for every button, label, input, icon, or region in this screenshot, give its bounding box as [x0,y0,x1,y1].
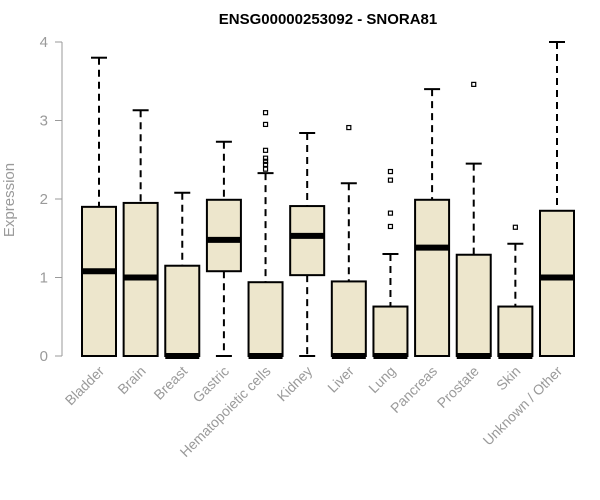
x-category-label: Kidney [274,363,316,405]
box-bladder [81,56,117,357]
box-skin [497,224,534,359]
iqr-box [205,198,242,273]
x-category-label: Liver [324,363,357,396]
boxes-group [81,41,575,359]
box-brain [122,109,159,357]
x-category-label: Brain [114,363,148,397]
box-gastric [205,140,242,357]
iqr-box [372,305,409,358]
iqr-box [330,280,367,357]
y-tick-label: 0 [40,348,48,365]
box-pancreas [414,88,451,357]
outlier-point [262,166,269,172]
y-tick-label: 2 [40,191,48,208]
box-breast [164,191,201,359]
outlier-point [512,224,518,230]
y-axis: 0 1 2 3 4 [40,34,63,365]
box-unknown-other [539,41,575,357]
iqr-box [414,198,451,357]
y-tick-label: 1 [40,270,48,287]
outlier-point [262,110,269,116]
x-category-label: Bladder [62,363,108,409]
x-category-label: Lung [365,363,398,396]
iqr-box [247,281,284,357]
outlier-point [387,177,394,183]
box-lung [372,168,409,359]
iqr-box [455,253,492,357]
iqr-box [497,305,534,358]
box-hematopoietic-cells [247,110,284,359]
x-category-label: Breast [150,363,190,403]
iqr-box [539,209,575,357]
y-tick-label: 4 [40,34,48,51]
y-axis-label: Expression [1,163,18,237]
box-kidney [289,132,326,357]
outlier-point [262,161,269,168]
box-liver [330,124,367,359]
outlier-point [262,155,269,161]
outlier-point [262,158,269,164]
chart-title: ENSG00000253092 - SNORA81 [219,11,437,28]
iqr-box [289,205,326,277]
box-prostate [455,81,492,359]
x-category-label: Unknown / Other [480,363,566,449]
x-category-label: Skin [493,363,524,394]
outlier-point [346,124,352,131]
x-category-label: Prostate [434,363,482,411]
outlier-point [387,168,394,175]
outlier-point [262,147,269,153]
iqr-box [164,264,201,358]
outlier-point [387,223,394,230]
outlier-point [387,210,394,216]
outlier-point [262,121,269,128]
outlier-point [471,81,477,87]
y-tick-label: 3 [40,113,48,130]
iqr-box [81,205,117,357]
